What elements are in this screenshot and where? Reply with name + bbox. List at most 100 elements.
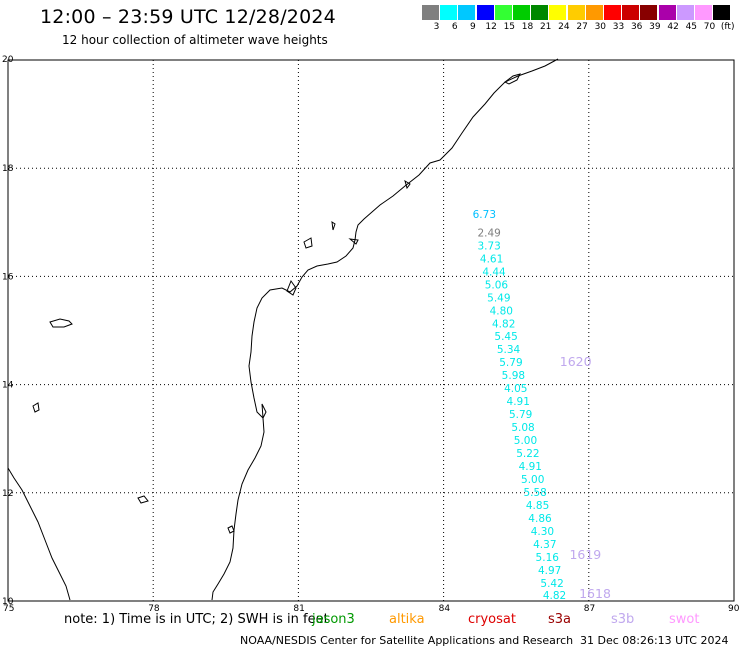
latitude-tick-label: 20	[2, 55, 14, 65]
colorbar-swatch	[640, 5, 658, 20]
colorbar-label: 18	[521, 22, 534, 32]
wave-height-value: 5.58	[523, 487, 546, 499]
map-title: 12:00 – 23:59 UTC 12/28/2024	[40, 6, 336, 28]
latitude-tick-label: 14	[2, 381, 14, 391]
india-east-coast	[211, 58, 559, 601]
wave-height-value: 4.05	[504, 383, 527, 395]
colorbar-label: 9	[470, 22, 476, 32]
wave-height-value: 4.97	[538, 565, 561, 577]
coastal-islet-1	[331, 220, 336, 231]
colorbar-swatch	[622, 5, 640, 20]
colorbar-swatch	[695, 5, 712, 20]
wave-height-value: 6.73	[473, 209, 496, 221]
colorbar-label: 27	[576, 22, 588, 32]
colorbar-swatch	[476, 5, 494, 20]
colorbar-label: 45	[685, 22, 698, 32]
colorbar-label: 30	[594, 22, 607, 32]
latitude-tick-label: 16	[2, 272, 14, 282]
wave-height-value: 5.49	[487, 292, 510, 304]
wave-height-value: 5.00	[521, 474, 544, 486]
wave-height-value: 2.49	[477, 227, 500, 239]
colorbar-label: 21	[539, 22, 552, 32]
latitude-tick-label: 10	[2, 597, 14, 607]
sri-lanka-coast	[7, 467, 71, 601]
colorbar-swatch	[549, 5, 567, 20]
wave-height-value: 5.45	[494, 331, 517, 343]
wave-height-value: 4.91	[519, 461, 542, 473]
colorbar-swatch	[513, 5, 530, 20]
colorbar-label: 12	[485, 22, 497, 32]
latitude-tick-label: 18	[2, 164, 14, 174]
wave-height-value: 3.73	[477, 240, 500, 252]
wave-height-value: 4.61	[480, 253, 503, 265]
colorbar-label: 3	[433, 22, 440, 32]
colorbar-swatch	[658, 5, 676, 20]
colorbar-swatch	[585, 5, 603, 20]
wave-height-value: 4.82	[543, 590, 566, 602]
colorbar-swatch	[567, 5, 585, 20]
longitude-tick-label: 84	[439, 604, 451, 614]
footer-note: note: 1) Time is in UTC; 2) SWH is in fe…	[64, 612, 329, 627]
longitude-tick-label: 75	[3, 604, 14, 614]
wave-height-value: 5.06	[485, 279, 509, 291]
wave-height-value: 4.82	[492, 318, 515, 330]
latitude-tick-label: 12	[2, 489, 13, 499]
wave-height-value: 5.42	[540, 578, 563, 590]
pass-number-label: 1619	[569, 547, 601, 562]
wave-height-value: 5.79	[509, 409, 532, 421]
chilika-lagoon	[504, 73, 521, 85]
wave-height-value: 5.34	[497, 344, 521, 356]
coastal-islet-4	[404, 179, 411, 190]
godavari-delta	[286, 279, 297, 296]
colorbar-label: 33	[612, 22, 625, 32]
longitude-tick-label: 90	[728, 604, 740, 614]
satellite-legend-jason3: jason3	[312, 612, 355, 627]
colorbar-swatch	[458, 5, 476, 20]
colorbar-label: 39	[649, 22, 661, 32]
longitude-tick-label: 78	[148, 604, 160, 614]
interior-lake-3	[137, 495, 149, 504]
wave-height-value: 5.08	[511, 422, 534, 434]
coastline	[7, 58, 559, 601]
colorbar-label: 24	[558, 22, 570, 32]
satellite-legend-s3b: s3b	[611, 612, 635, 627]
interior-lake-4	[227, 525, 235, 534]
colorbar-swatch	[713, 5, 731, 20]
map-frame	[7, 59, 735, 602]
colorbar-swatch	[676, 5, 694, 20]
wave-height-value: 4.91	[507, 396, 530, 408]
wave-height-value: 5.98	[502, 370, 525, 382]
wave-height-value: 4.37	[533, 539, 556, 551]
pass-number-label: 1620	[560, 354, 592, 369]
wave-height-labels: 6.732.493.734.614.445.065.494.804.825.45…	[473, 209, 567, 602]
colorbar-label: (ft)	[720, 22, 735, 32]
pass-number-labels: 1620 1619 1618	[560, 354, 611, 601]
coastal-islet-2	[303, 237, 313, 249]
colorbar-swatch	[440, 5, 458, 20]
krishna-delta	[261, 403, 267, 420]
coastal-islet-3	[348, 238, 359, 245]
wave-height-value: 4.30	[531, 526, 554, 538]
wave-height-value: 5.00	[514, 435, 537, 447]
credit-line: NOAA/NESDIS Center for Satellite Applica…	[240, 634, 574, 647]
satellite-legend-cryosat: cryosat	[468, 612, 516, 627]
pass-number-label: 1618	[579, 586, 611, 601]
colorbar-swatch	[422, 5, 439, 20]
colorbar-label: 42	[667, 22, 679, 32]
colorbar-swatch	[604, 5, 621, 20]
colorbar-label: 15	[503, 22, 516, 32]
interior-lake-1	[49, 318, 73, 328]
colorbar-label: 36	[630, 22, 643, 32]
wave-height-value: 4.44	[482, 266, 506, 278]
satellite-legend-swot: swot	[669, 612, 700, 627]
wave-height-value: 4.86	[528, 513, 552, 525]
wave-height-value: 5.22	[516, 448, 539, 460]
axis-labels: 75 78 81 84 87 90 20 18 16 14 12 10	[2, 55, 740, 614]
colorbar-label: 70	[703, 22, 716, 32]
satellite-legend-altika: altika	[389, 612, 425, 627]
wave-height-value: 5.16	[536, 552, 560, 564]
colorbar-label: 6	[451, 22, 458, 32]
colorbar-swatch	[494, 5, 512, 20]
wave-height-value: 4.80	[490, 305, 513, 317]
